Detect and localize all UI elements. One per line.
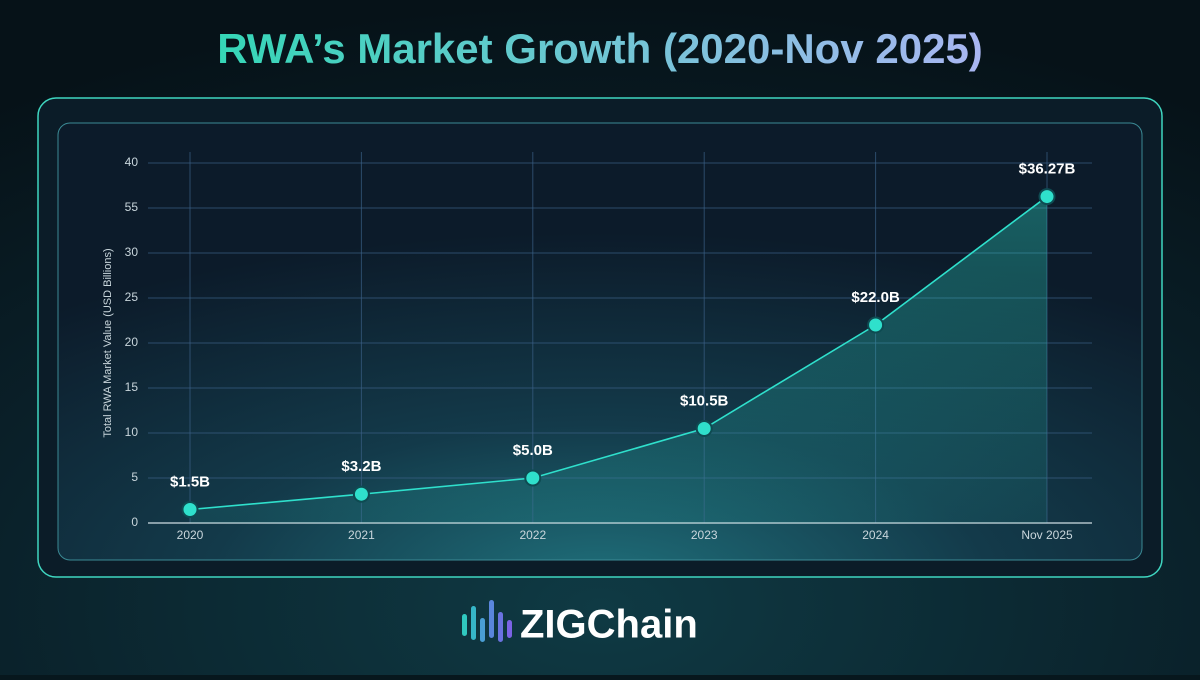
y-tick-label: 25 (125, 290, 139, 304)
x-tick-label: Nov 2025 (1021, 528, 1073, 542)
point (352, 485, 370, 503)
value-label: $22.0B (851, 289, 900, 306)
y-axis-label: Total RWA Market Value (USD Billions) (102, 248, 114, 437)
value-label: $1.5B (170, 473, 210, 490)
line (189, 195, 1048, 511)
chart-title: RWA’s Market Growth (2020-Nov 2025) (217, 25, 983, 72)
brand-logo: ZIGChain (520, 603, 698, 647)
point (867, 316, 885, 334)
x-tick-label: 2023 (691, 528, 718, 542)
plot: 0 5 10 15 20 25 30 55 40 2020 2021 2022 2023 2024 Nov … (125, 152, 1092, 542)
y-tick-label: 30 (125, 245, 139, 259)
area (190, 196, 1047, 523)
x-tick-label: 2021 (348, 528, 375, 542)
y-tick-label: 40 (125, 155, 139, 169)
y-tick-label: 55 (125, 200, 139, 214)
value-label: $36.27B (1019, 161, 1076, 178)
value-label: $5.0B (513, 442, 553, 459)
logo-icon (462, 600, 512, 642)
y-tick-label: 10 (125, 425, 139, 439)
value-label: $3.2B (341, 458, 381, 475)
y-tick-label: 20 (125, 335, 139, 349)
y-tick-label: 15 (125, 380, 139, 394)
y-tick-label: 0 (131, 515, 138, 529)
point (695, 420, 713, 437)
x-tick-label: 2020 (177, 528, 204, 542)
point (1038, 188, 1056, 206)
x-tick-label: 2024 (862, 528, 889, 542)
point (524, 469, 542, 487)
x-tick-label: 2022 (519, 528, 546, 542)
y-tick-label: 5 (131, 470, 138, 484)
value-label: $10.5B (680, 392, 729, 409)
point (181, 501, 199, 518)
